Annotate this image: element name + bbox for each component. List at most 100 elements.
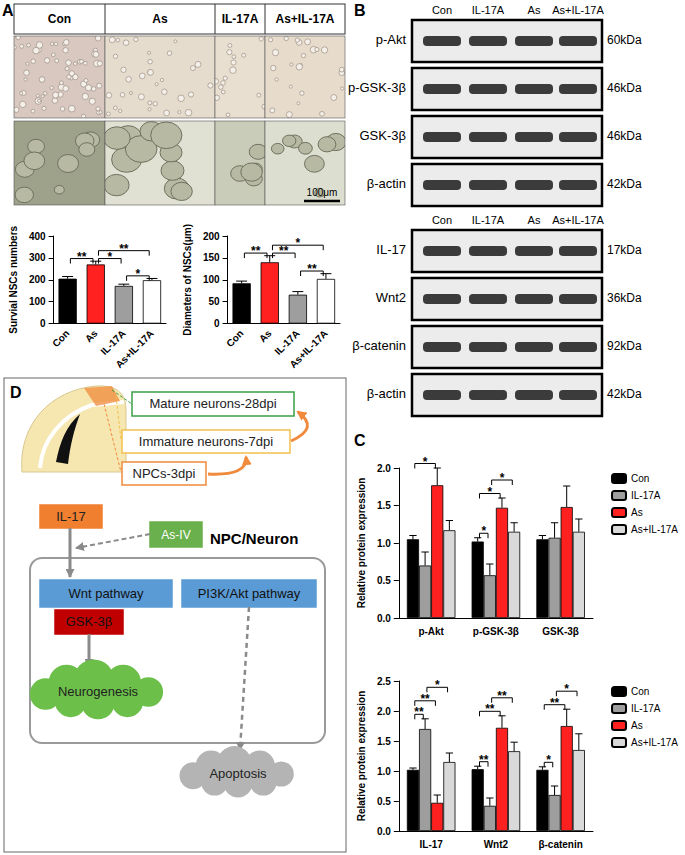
svg-text:1.5: 1.5 xyxy=(377,500,391,511)
svg-text:GSK-3β: GSK-3β xyxy=(542,626,579,637)
svg-text:D: D xyxy=(10,384,22,401)
svg-text:150: 150 xyxy=(203,252,220,263)
svg-text:As: As xyxy=(152,12,168,26)
svg-text:C: C xyxy=(354,432,366,449)
svg-text:**: ** xyxy=(307,262,317,276)
svg-text:*: * xyxy=(546,753,551,767)
svg-text:Apoptosis: Apoptosis xyxy=(209,766,267,781)
svg-text:Survial NSCs numbers: Survial NSCs numbers xyxy=(8,225,19,333)
svg-text:As: As xyxy=(528,214,541,226)
svg-text:**: ** xyxy=(420,692,430,706)
svg-text:*: * xyxy=(435,678,440,692)
svg-text:As: As xyxy=(257,327,274,344)
svg-text:β-actin: β-actin xyxy=(367,176,406,191)
svg-text:p-GSK-3β: p-GSK-3β xyxy=(473,626,519,637)
svg-text:0.5: 0.5 xyxy=(377,575,391,586)
svg-text:As: As xyxy=(631,507,643,518)
svg-text:IL-17A: IL-17A xyxy=(222,12,259,26)
svg-text:As: As xyxy=(528,4,541,16)
svg-text:Neurogenesis: Neurogenesis xyxy=(58,684,139,699)
svg-text:0: 0 xyxy=(40,318,46,329)
svg-text:**: ** xyxy=(77,250,87,264)
svg-text:IL-17A: IL-17A xyxy=(631,703,661,714)
svg-text:IL-17: IL-17 xyxy=(376,242,406,257)
svg-text:**: ** xyxy=(119,242,129,256)
svg-text:0: 0 xyxy=(214,318,220,329)
svg-text:Relative protein expression: Relative protein expression xyxy=(356,478,367,609)
svg-text:PI3K/Akt pathway: PI3K/Akt pathway xyxy=(198,586,301,601)
svg-text:*: * xyxy=(296,236,301,250)
svg-text:**: ** xyxy=(497,689,507,703)
svg-text:*: * xyxy=(564,682,569,696)
svg-text:92kDa: 92kDa xyxy=(607,339,642,353)
svg-text:As+IL-17A: As+IL-17A xyxy=(631,737,678,748)
svg-text:NPCs-3dpi: NPCs-3dpi xyxy=(133,466,196,481)
svg-text:Con: Con xyxy=(48,12,71,26)
svg-text:β-actin: β-actin xyxy=(367,386,406,401)
svg-text:IL-17: IL-17 xyxy=(419,839,443,850)
svg-text:β-catenin: β-catenin xyxy=(352,338,406,353)
svg-text:Mature neurons-28dpi: Mature neurons-28dpi xyxy=(149,396,276,411)
svg-text:IL-17A: IL-17A xyxy=(631,490,661,501)
svg-text:As+IL-17A: As+IL-17A xyxy=(113,328,156,371)
svg-text:*: * xyxy=(487,485,492,499)
svg-text:p-Akt: p-Akt xyxy=(376,32,407,47)
svg-text:**: ** xyxy=(414,705,424,719)
svg-text:As+IL-17A: As+IL-17A xyxy=(631,524,678,535)
svg-text:As+IL-17A: As+IL-17A xyxy=(552,214,604,226)
svg-text:0.0: 0.0 xyxy=(377,826,391,837)
svg-text:Con: Con xyxy=(631,686,649,697)
svg-text:Wnt pathway: Wnt pathway xyxy=(68,586,144,601)
svg-text:As-IV: As-IV xyxy=(161,528,190,542)
svg-text:p-Akt: p-Akt xyxy=(418,626,444,637)
svg-text:Con: Con xyxy=(50,328,72,350)
svg-text:Immature neurons-7dpi: Immature neurons-7dpi xyxy=(139,434,274,449)
svg-text:Wnt2: Wnt2 xyxy=(376,290,406,305)
svg-text:42kDa: 42kDa xyxy=(607,387,642,401)
svg-text:Con: Con xyxy=(432,214,452,226)
svg-text:β-catenin: β-catenin xyxy=(538,839,582,850)
svg-text:0.0: 0.0 xyxy=(377,613,391,624)
svg-text:p-GSK-3β: p-GSK-3β xyxy=(348,80,406,95)
svg-text:*: * xyxy=(423,455,428,469)
svg-text:Diameters of NSCs(μm): Diameters of NSCs(μm) xyxy=(182,224,193,336)
svg-text:As+IL-17A: As+IL-17A xyxy=(275,12,334,26)
svg-text:300: 300 xyxy=(29,252,46,263)
svg-text:**: ** xyxy=(550,696,560,710)
svg-text:As: As xyxy=(631,720,643,731)
svg-text:As+IL-17A: As+IL-17A xyxy=(287,328,330,371)
svg-text:B: B xyxy=(354,2,366,19)
svg-text:100: 100 xyxy=(29,296,46,307)
svg-text:0.5: 0.5 xyxy=(377,796,391,807)
svg-text:200: 200 xyxy=(29,274,46,285)
svg-text:*: * xyxy=(136,267,141,281)
svg-text:Con: Con xyxy=(224,328,246,350)
svg-text:GSK-3β: GSK-3β xyxy=(66,614,113,629)
svg-text:2.5: 2.5 xyxy=(377,676,391,687)
svg-text:100: 100 xyxy=(203,274,220,285)
svg-text:2.0: 2.0 xyxy=(377,706,391,717)
svg-text:50: 50 xyxy=(208,296,220,307)
svg-text:Con: Con xyxy=(432,4,452,16)
svg-text:**: ** xyxy=(479,753,489,767)
svg-text:Relative protein expression: Relative protein expression xyxy=(356,691,367,822)
svg-text:36kDa: 36kDa xyxy=(607,291,642,305)
svg-text:IL-17A: IL-17A xyxy=(472,4,505,16)
svg-text:60kDa: 60kDa xyxy=(607,33,642,47)
svg-text:NPC/Neuron: NPC/Neuron xyxy=(210,530,298,547)
svg-text:As: As xyxy=(83,327,100,344)
svg-text:GSK-3β: GSK-3β xyxy=(360,128,407,143)
svg-text:2.0: 2.0 xyxy=(377,463,391,474)
svg-text:IL-17A: IL-17A xyxy=(472,214,505,226)
svg-text:**: ** xyxy=(485,702,495,716)
svg-text:1.5: 1.5 xyxy=(377,736,391,747)
svg-text:*: * xyxy=(481,524,486,538)
svg-text:**: ** xyxy=(279,244,289,258)
svg-text:Con: Con xyxy=(631,473,649,484)
svg-text:46kDa: 46kDa xyxy=(607,81,642,95)
svg-text:IL-17: IL-17 xyxy=(56,509,86,524)
svg-text:As+IL-17A: As+IL-17A xyxy=(552,4,604,16)
svg-text:*: * xyxy=(500,471,505,485)
svg-text:400: 400 xyxy=(29,231,46,242)
svg-text:200: 200 xyxy=(203,231,220,242)
